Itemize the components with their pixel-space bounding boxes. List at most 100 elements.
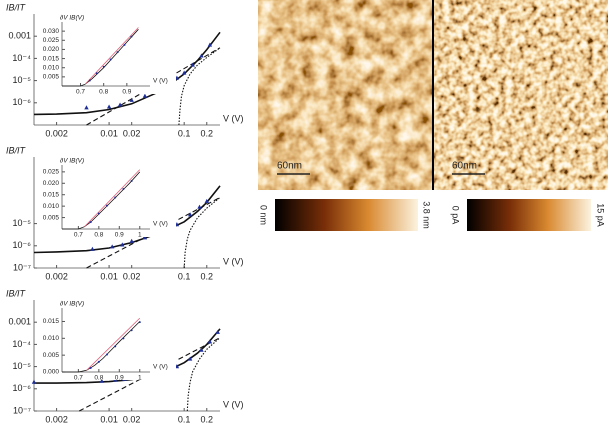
colorbar-min: 0 pA xyxy=(451,206,461,225)
y-axis-label: ∂V IB(V) xyxy=(60,301,84,308)
colorbar xyxy=(467,199,591,231)
data-point xyxy=(31,379,37,384)
data-point xyxy=(120,242,125,247)
y-tick-label: 10⁻⁴ xyxy=(12,53,31,63)
y-tick-label: 0.030 xyxy=(43,28,60,35)
data-point xyxy=(123,43,126,46)
y-axis-label: IB/IT xyxy=(6,145,27,155)
x-tick-label: 0.2 xyxy=(201,414,214,424)
data-point xyxy=(114,196,117,199)
data-point xyxy=(142,235,148,240)
y-tick-label: 10⁻⁶ xyxy=(13,383,32,393)
line-series xyxy=(86,47,221,126)
x-tick-label: 0.7 xyxy=(74,375,83,382)
y-tick-label: 0.000 xyxy=(43,369,60,376)
x-axis-label: V (V) xyxy=(223,399,244,409)
y-tick-label: 0.001 xyxy=(8,317,31,327)
y-tick-label: 0.005 xyxy=(43,214,60,221)
y-tick-label: 10⁻⁷ xyxy=(13,262,31,272)
data-point xyxy=(88,79,91,82)
y-tick-label: 10⁻⁶ xyxy=(13,240,32,250)
scale-bar-label: 60nm xyxy=(277,161,302,172)
y-tick-label: 0.001 xyxy=(8,31,31,41)
topography-image xyxy=(258,0,432,190)
x-axis-label: V (V) xyxy=(153,221,168,228)
data-point xyxy=(116,51,119,54)
data-point xyxy=(106,204,109,207)
data-point xyxy=(187,356,193,361)
line-series xyxy=(86,317,141,371)
data-point xyxy=(106,104,112,109)
data-point xyxy=(95,72,98,75)
y-axis-label: IB/IT xyxy=(6,2,27,12)
data-point xyxy=(90,246,95,251)
x-tick-label: 0.002 xyxy=(45,414,68,424)
y-tick-label: 10⁻⁶ xyxy=(13,97,32,107)
line-series xyxy=(183,197,221,269)
data-point xyxy=(199,53,204,58)
data-point xyxy=(97,212,100,215)
data-point xyxy=(130,35,133,38)
y-tick-label: 0.010 xyxy=(43,64,60,71)
y-tick-label: 0.025 xyxy=(43,37,60,44)
data-point xyxy=(187,212,193,217)
y-tick-label: 0.020 xyxy=(43,180,60,187)
colorbar xyxy=(275,199,418,231)
y-tick-label: 0.010 xyxy=(43,203,60,210)
line-series xyxy=(62,321,141,373)
x-tick-label: 0.01 xyxy=(100,414,118,424)
y-tick-label: 10⁻⁵ xyxy=(13,75,32,85)
y-axis-label: ∂V IB(V) xyxy=(60,158,84,165)
colorbar-max: 3.8 nm xyxy=(422,201,432,229)
y-tick-label: 0.010 xyxy=(43,335,60,342)
data-point xyxy=(122,337,125,340)
x-tick-label: 0.1 xyxy=(178,271,191,281)
afm-topography: 60nm 0 nm 3.8 nm xyxy=(258,0,432,231)
x-tick-label: 1 xyxy=(138,375,142,382)
data-point xyxy=(129,238,134,243)
data-point xyxy=(109,244,115,249)
data-point xyxy=(114,345,117,348)
x-tick-label: 0.8 xyxy=(94,375,103,382)
data-point xyxy=(89,366,92,369)
data-point xyxy=(84,105,89,110)
x-tick-label: 0.002 xyxy=(45,271,68,281)
inset: 0.005 0.010 0.015 0.020 0.025 0.030 0.7 0.8 0.9 V… xyxy=(40,14,176,96)
data-point xyxy=(129,97,134,102)
inset-background xyxy=(40,300,176,380)
y-tick-label: 0.015 xyxy=(43,318,60,325)
plot: 0.001 10⁻⁴ 10⁻⁵ 10⁻⁶ 0.002 0.01 0.02 0.1 0.2 V (V… xyxy=(6,2,244,138)
colorbar-min: 0 nm xyxy=(259,205,269,225)
y-tick-label: 0.005 xyxy=(43,74,60,81)
inset-background xyxy=(40,157,176,237)
line-series xyxy=(186,337,221,412)
inset-background xyxy=(40,14,176,94)
data-point xyxy=(197,204,202,209)
x-tick-label: 0.01 xyxy=(100,271,118,281)
line-series xyxy=(178,47,221,126)
x-tick-label: 0.02 xyxy=(123,128,141,138)
data-point xyxy=(130,180,133,182)
data-point xyxy=(181,70,187,75)
data-point xyxy=(130,329,133,332)
y-axis-label: ∂V IB(V) xyxy=(60,15,84,22)
y-tick-label: 0.015 xyxy=(43,55,60,62)
y-tick-label: 10⁻⁵ xyxy=(13,361,32,371)
x-tick-label: 0.1 xyxy=(178,128,191,138)
x-axis-label: V (V) xyxy=(153,364,168,371)
data-point xyxy=(142,93,148,98)
data-point xyxy=(138,321,141,324)
x-tick-label: 0.002 xyxy=(45,128,68,138)
x-tick-label: 0.1 xyxy=(178,414,191,424)
x-tick-label: 0.2 xyxy=(201,128,214,138)
y-tick-label: 0.025 xyxy=(43,169,60,176)
current-image xyxy=(434,0,608,190)
line-series xyxy=(78,337,221,412)
x-tick-label: 0.9 xyxy=(122,89,131,96)
x-tick-label: 0.9 xyxy=(115,232,124,239)
data-point xyxy=(106,353,109,356)
x-tick-label: 0.2 xyxy=(201,271,214,281)
inset: 0.000 0.005 0.010 0.015 0.7 0.8 0.9 1 V (V) ∂V IB… xyxy=(40,300,176,382)
x-tick-label: 0.9 xyxy=(115,375,124,382)
